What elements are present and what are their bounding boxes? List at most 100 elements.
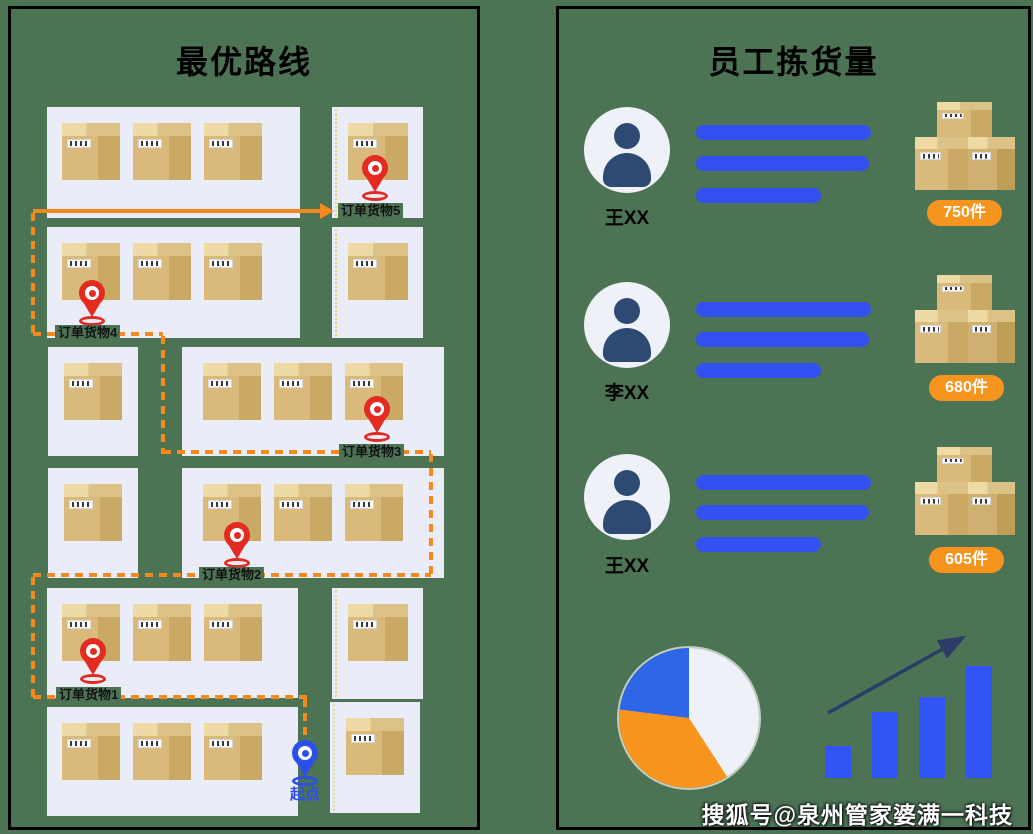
trend-bar-chart bbox=[812, 640, 1007, 778]
picking-volume-panel: 员工拣货量 bbox=[556, 6, 1031, 830]
warehouse-shelf bbox=[47, 588, 298, 698]
barcode-label bbox=[279, 499, 303, 510]
box-icon bbox=[204, 123, 262, 180]
barcode-label bbox=[67, 619, 91, 630]
route-segment bbox=[31, 577, 35, 699]
pie-chart bbox=[619, 648, 759, 788]
barcode-label bbox=[209, 738, 233, 749]
box-icon bbox=[133, 123, 191, 180]
barcode-label bbox=[351, 733, 375, 744]
barcode-label bbox=[69, 378, 93, 389]
pin-order-goods-5-icon bbox=[359, 155, 391, 201]
warehouse-shelf bbox=[47, 707, 298, 816]
route-segment bbox=[33, 695, 307, 699]
picking-bar bbox=[696, 156, 869, 171]
barcode-label bbox=[67, 258, 91, 269]
route-stop-label: 订单货物5 bbox=[338, 203, 404, 219]
warehouse-shelf bbox=[332, 588, 423, 699]
amount-badge: 750件 bbox=[927, 200, 1002, 226]
barcode-label bbox=[350, 378, 374, 389]
boxes-stack-icon bbox=[913, 273, 1015, 363]
box-icon bbox=[204, 604, 262, 661]
box-icon bbox=[346, 718, 404, 775]
barcode-label bbox=[209, 258, 233, 269]
picking-bar bbox=[696, 505, 869, 520]
warehouse-shelf bbox=[330, 702, 420, 813]
amount-badge: 680件 bbox=[929, 375, 1004, 401]
box-icon bbox=[62, 123, 120, 180]
route-segment bbox=[429, 454, 433, 577]
barcode-label bbox=[209, 138, 233, 149]
amount-badge: 605件 bbox=[929, 547, 1004, 573]
barcode-label bbox=[352, 138, 378, 149]
barcode-label bbox=[279, 378, 303, 389]
route-segment bbox=[161, 336, 165, 454]
box-icon bbox=[133, 604, 191, 661]
picking-bar bbox=[696, 537, 821, 552]
optimal-route-panel: 最优路线 bbox=[8, 6, 480, 830]
picking-bar bbox=[696, 188, 821, 203]
pin-order-goods-2-icon bbox=[221, 522, 253, 568]
worker-name: 李XX bbox=[604, 383, 650, 404]
route-segment bbox=[31, 213, 35, 334]
box-icon bbox=[347, 123, 408, 180]
barcode-label bbox=[67, 738, 91, 749]
warehouse-shelf bbox=[182, 347, 444, 456]
start-point-label: 起点 bbox=[290, 786, 321, 803]
picking-bar bbox=[696, 302, 871, 317]
barcode-label bbox=[67, 138, 91, 149]
barcode-label bbox=[208, 378, 232, 389]
box-icon bbox=[204, 243, 262, 300]
route-stop-label: 订单货物3 bbox=[339, 444, 405, 460]
page-title: 最优路线 bbox=[175, 44, 312, 80]
trend-bar bbox=[966, 666, 992, 778]
boxes-stack-icon bbox=[913, 100, 1015, 190]
route-stop-label: 订单货物1 bbox=[56, 687, 122, 703]
worker-avatar-icon bbox=[584, 107, 670, 193]
trend-bar bbox=[919, 697, 945, 778]
box-icon bbox=[64, 484, 122, 541]
pin-order-goods-1-icon bbox=[77, 638, 109, 684]
worker-avatar-icon bbox=[584, 282, 670, 368]
pin-order-goods-3-icon bbox=[361, 396, 393, 442]
route-segment bbox=[303, 699, 307, 737]
barcode-label bbox=[138, 619, 162, 630]
trend-bar bbox=[872, 712, 898, 778]
barcode-label bbox=[352, 258, 378, 269]
worker-avatar-icon bbox=[584, 454, 670, 540]
growth-arrow-icon bbox=[827, 635, 967, 715]
box-icon bbox=[62, 723, 120, 780]
box-icon bbox=[274, 484, 332, 541]
route-arrowhead-icon bbox=[320, 203, 334, 219]
picking-bar bbox=[696, 363, 821, 378]
barcode-label bbox=[209, 619, 233, 630]
route-stop-label: 订单货物4 bbox=[55, 325, 121, 341]
box-icon bbox=[133, 723, 191, 780]
route-stop-label: 订单货物2 bbox=[199, 567, 265, 583]
barcode-label bbox=[138, 738, 162, 749]
barcode-label bbox=[352, 619, 378, 630]
trend-bar bbox=[825, 746, 851, 778]
pin-order-goods-4-icon bbox=[76, 280, 108, 326]
warehouse-shelf bbox=[48, 347, 138, 456]
barcode-label bbox=[350, 499, 374, 510]
barcode-label bbox=[138, 258, 162, 269]
picking-bar bbox=[696, 475, 871, 490]
barcode-label bbox=[138, 138, 162, 149]
picking-bar bbox=[696, 125, 871, 140]
box-icon bbox=[347, 604, 408, 661]
page-title: 员工拣货量 bbox=[708, 44, 879, 80]
barcode-label bbox=[208, 499, 232, 510]
box-icon bbox=[64, 363, 122, 420]
watermark: 搜狐号@泉州管家婆满一科技 bbox=[701, 802, 1013, 828]
boxes-stack-icon bbox=[913, 445, 1015, 535]
box-icon bbox=[345, 484, 403, 541]
box-icon bbox=[204, 723, 262, 780]
warehouse-shelf bbox=[332, 227, 423, 338]
warehouse-shelf bbox=[48, 468, 138, 578]
worker-name: 王XX bbox=[604, 208, 650, 229]
barcode-label bbox=[69, 499, 93, 510]
start-pin-icon bbox=[289, 740, 321, 786]
box-icon bbox=[203, 484, 261, 541]
